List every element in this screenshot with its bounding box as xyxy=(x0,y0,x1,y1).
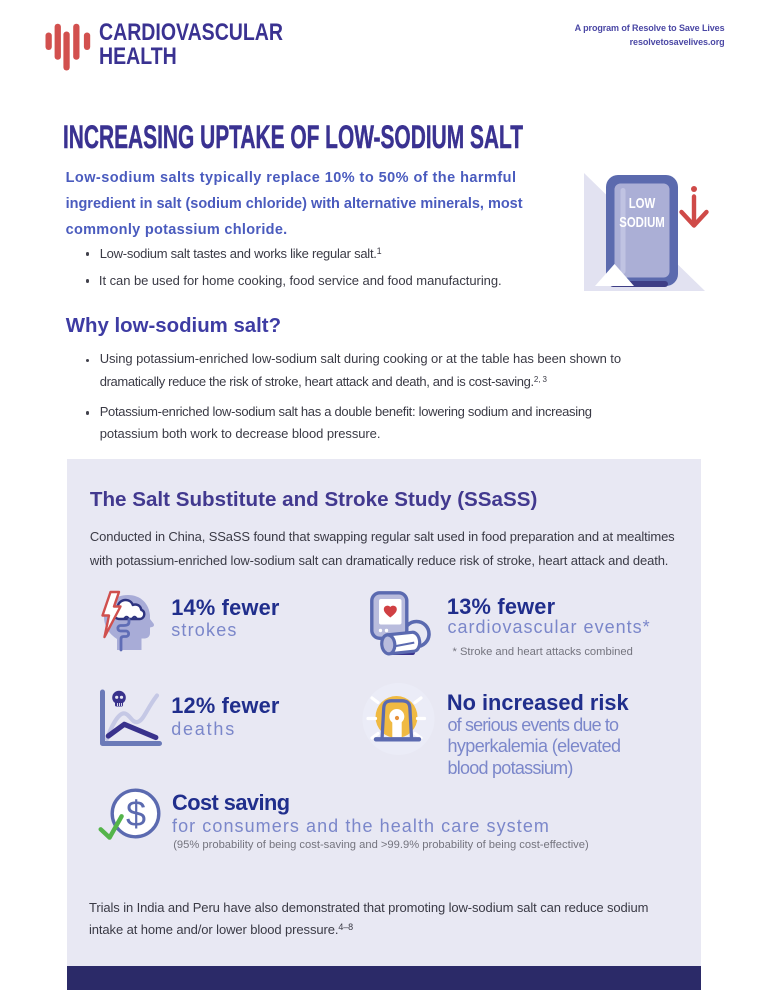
svg-text:SODIUM: SODIUM xyxy=(619,213,665,230)
svg-text:$: $ xyxy=(126,793,146,834)
svg-text:LOW: LOW xyxy=(629,194,656,211)
